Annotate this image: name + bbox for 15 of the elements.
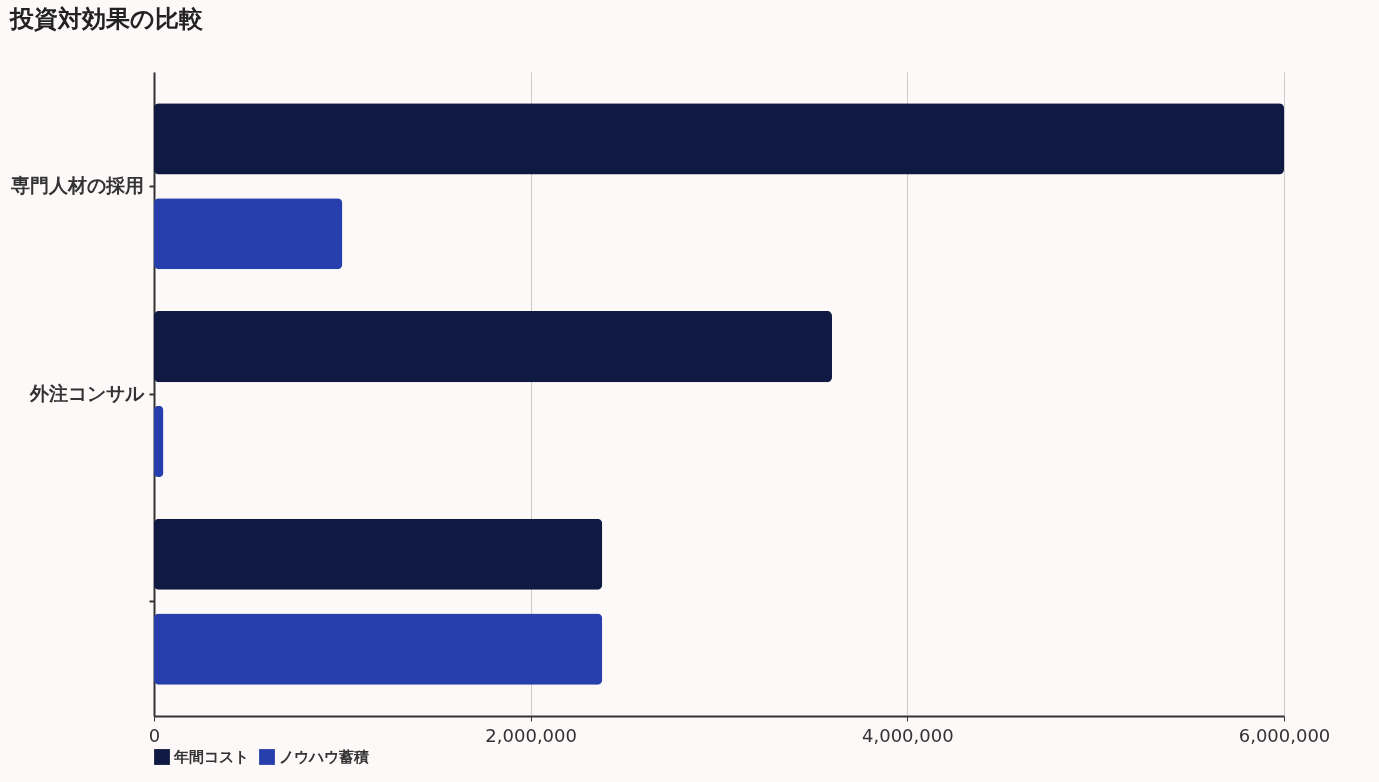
y-tick-label: 外注コンサル	[28, 382, 145, 404]
x-tick-label: 4,000,000	[862, 724, 954, 746]
legend-label: 年間コスト	[173, 748, 249, 766]
chart-title: 投資対効果の比較	[9, 5, 204, 33]
bar	[154, 310, 832, 383]
bar	[154, 518, 603, 590]
bar	[154, 405, 164, 478]
x-tick-label: 0	[148, 724, 161, 746]
y-tick-label: 専門人材の採用	[9, 174, 144, 197]
bar	[154, 198, 343, 270]
x-tick-label: 6,000,000	[1238, 724, 1331, 746]
x-tick-label: 2,000,000	[485, 724, 577, 746]
legend-label: ノウハウ蓄積	[279, 748, 369, 766]
bar	[154, 103, 1284, 175]
bar	[154, 613, 603, 685]
